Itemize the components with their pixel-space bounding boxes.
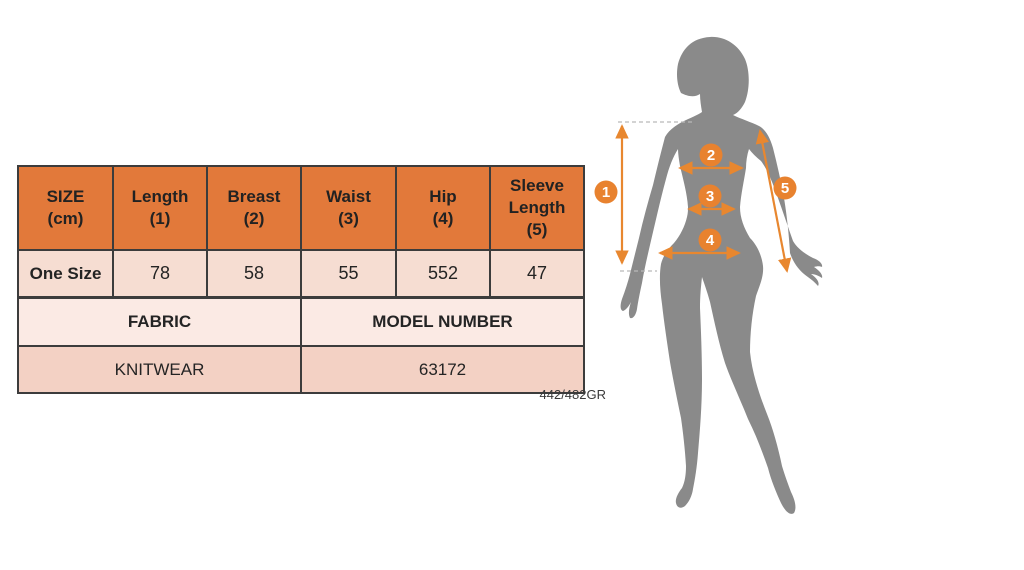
marker-circle (698, 184, 722, 208)
measurement-marker-3: 3 (698, 184, 722, 208)
sleeve-length-arrow (755, 129, 792, 273)
header-sleeve-length: Sleeve Length (5) (489, 165, 585, 251)
header-breast: Breast (2) (206, 165, 302, 251)
marker-number: 4 (706, 232, 715, 249)
fabric-value-cell: KNITWEAR (17, 345, 302, 394)
marker-number: 3 (706, 188, 714, 205)
marker-circle (773, 176, 797, 200)
hip-value-cell: 552 (395, 249, 491, 299)
fabric-label-cell: FABRIC (17, 296, 302, 347)
marker-circle (699, 143, 723, 167)
measurement-marker-1: 1 (594, 180, 618, 204)
length-value-cell: 78 (112, 249, 208, 299)
size-name-cell: One Size (17, 249, 114, 299)
marker-circle (698, 228, 722, 252)
fabric-model-value-row: KNITWEAR 63172 (17, 345, 585, 394)
product-code: 442/482GR (539, 387, 607, 402)
header-size: SIZE (cm) (17, 165, 114, 251)
header-hip: Hip (4) (395, 165, 491, 251)
measurement-marker-4: 4 (698, 228, 722, 252)
waist-value-cell: 55 (300, 249, 397, 299)
measurement-marker-2: 2 (699, 143, 723, 167)
header-waist: Waist (3) (300, 165, 397, 251)
marker-number: 2 (707, 147, 715, 164)
size-chart-table: SIZE (cm) Length (1) Breast (2) Waist (3… (17, 165, 585, 394)
marker-circle (594, 180, 618, 204)
measurement-marker-5: 5 (773, 176, 797, 200)
marker-number: 5 (781, 180, 789, 197)
header-length: Length (1) (112, 165, 208, 251)
breast-value-cell: 58 (206, 249, 302, 299)
marker-number: 1 (602, 184, 610, 201)
sleeve-value-cell: 47 (489, 249, 585, 299)
fabric-model-label-row: FABRIC MODEL NUMBER (17, 296, 585, 347)
header-row: SIZE (cm) Length (1) Breast (2) Waist (3… (17, 165, 585, 251)
size-values-row: One Size 78 58 55 552 47 (17, 249, 585, 299)
female-silhouette-icon (620, 36, 823, 514)
model-number-value-cell: 63172 (300, 345, 585, 394)
body-measurement-figure: 1 2 3 4 5 (594, 36, 823, 514)
model-number-label-cell: MODEL NUMBER (300, 296, 585, 347)
